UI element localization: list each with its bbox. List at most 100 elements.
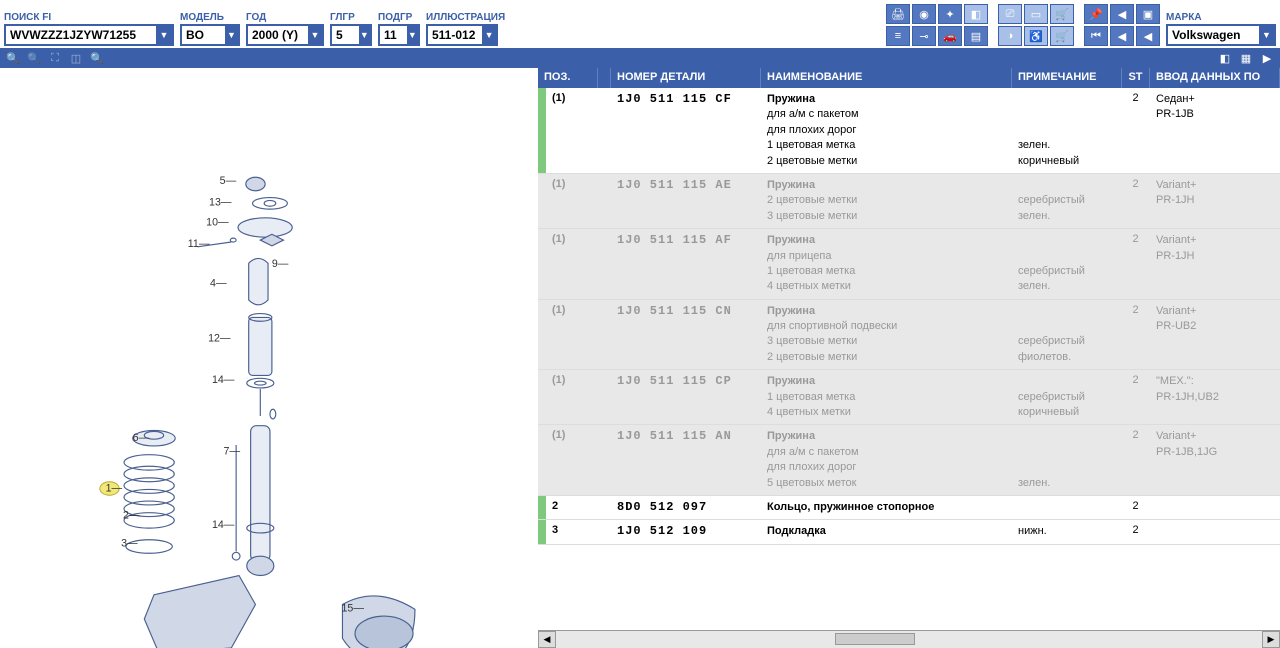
cart-icon[interactable]: 🛒 xyxy=(1050,4,1074,24)
cell-st: 2 xyxy=(1122,174,1150,228)
marka-input[interactable] xyxy=(1168,28,1259,42)
cart2-icon[interactable]: 🛒 xyxy=(1050,26,1074,46)
back-icon[interactable]: ◀ xyxy=(1110,26,1134,46)
wand-icon[interactable]: ✦ xyxy=(938,4,962,24)
cell-st: 2 xyxy=(1122,425,1150,495)
stop-icon[interactable]: ◀ xyxy=(1136,26,1160,46)
table-row[interactable]: (1)1J0 511 115 CFПружинадля а/м с пакето… xyxy=(538,88,1280,174)
tag-icon[interactable]: ◧ xyxy=(964,4,988,24)
header-nomer[interactable]: НОМЕР ДЕТАЛИ xyxy=(611,68,761,88)
svg-text:10—: 10— xyxy=(206,217,229,229)
first-icon[interactable]: ⏮ xyxy=(1084,26,1108,46)
chat-icon[interactable]: ◑ xyxy=(998,26,1022,46)
row-select-bar xyxy=(538,300,546,370)
next-icon[interactable]: ▶ xyxy=(1258,50,1276,66)
wheel-icon[interactable]: ♿ xyxy=(1024,26,1048,46)
podgr-input[interactable] xyxy=(380,28,407,42)
podgr-dropdown[interactable]: ▼ xyxy=(407,26,418,44)
table-row[interactable]: 31J0 512 109Подкладканижн.2 xyxy=(538,520,1280,544)
glgr-input[interactable] xyxy=(332,28,359,42)
search-fi-dropdown[interactable]: ▼ xyxy=(156,26,172,44)
row-select-bar xyxy=(538,229,546,299)
podgr-label: ПОДГР xyxy=(378,12,420,23)
header-input[interactable]: ВВОД ДАННЫХ ПО xyxy=(1150,68,1280,88)
depot-icon[interactable]: ▭ xyxy=(1024,4,1048,24)
table-row[interactable]: (1)1J0 511 115 ANПружинадля а/м с пакето… xyxy=(538,425,1280,496)
table-row[interactable]: 28D0 512 097Кольцо, пружинное стопорное2 xyxy=(538,496,1280,520)
search-icon[interactable]: 🔍 xyxy=(88,50,106,66)
text-icon[interactable]: ▤ xyxy=(964,26,988,46)
cell-poz: (1) xyxy=(546,229,598,299)
row-select-bar xyxy=(538,88,546,173)
svg-text:1—: 1— xyxy=(106,482,123,494)
screen-icon[interactable]: ⎚ xyxy=(998,4,1022,24)
model-input[interactable] xyxy=(182,28,225,42)
scroll-right-arrow[interactable]: ▶ xyxy=(1262,631,1280,648)
horizontal-scrollbar[interactable]: ◀ ▶ xyxy=(538,630,1280,648)
zoom-in-icon[interactable]: 🔍 xyxy=(4,50,22,66)
layout2-icon[interactable]: ▦ xyxy=(1237,50,1255,66)
model-dropdown[interactable]: ▼ xyxy=(225,26,238,44)
zoom-out-icon[interactable]: 🔍 xyxy=(25,50,43,66)
glgr-label: ГЛГР xyxy=(330,12,372,23)
cell-st: 2 xyxy=(1122,496,1150,519)
row-select-bar xyxy=(538,425,546,495)
layout1-icon[interactable]: ◧ xyxy=(1216,50,1234,66)
table-row[interactable]: (1)1J0 511 115 AEПружина2 цветовые метки… xyxy=(538,174,1280,229)
year-dropdown[interactable]: ▼ xyxy=(308,26,322,44)
search-fi-input[interactable] xyxy=(6,28,156,42)
glgr-input-wrap: ▼ xyxy=(330,24,372,46)
glgr-dropdown[interactable]: ▼ xyxy=(359,26,370,44)
table-row[interactable]: (1)1J0 511 115 AFПружинадля прицепа1 цве… xyxy=(538,229,1280,300)
table-row[interactable]: (1)1J0 511 115 CPПружина1 цветовая метка… xyxy=(538,370,1280,425)
table-row[interactable]: (1)1J0 511 115 CNПружинадля спортивной п… xyxy=(538,300,1280,371)
fit-icon[interactable]: ⛶ xyxy=(46,50,64,66)
cell-data: Variant+PR-UB2 xyxy=(1150,300,1280,370)
cell-spacer xyxy=(598,229,611,299)
cell-spacer xyxy=(598,88,611,173)
row-select-bar xyxy=(538,174,546,228)
cell-st: 2 xyxy=(1122,520,1150,543)
pin-icon[interactable]: 📌 xyxy=(1084,4,1108,24)
cell-part-number: 1J0 511 115 AF xyxy=(611,229,761,299)
illustration-dropdown[interactable]: ▼ xyxy=(482,26,496,44)
header-note[interactable]: ПРИМЕЧАНИЕ xyxy=(1012,68,1122,88)
car-icon[interactable]: 🚗 xyxy=(938,26,962,46)
cell-note: серебристыйзелен. xyxy=(1012,229,1122,299)
cell-spacer xyxy=(598,520,611,543)
export-icon[interactable]: ▣ xyxy=(1136,4,1160,24)
key-icon[interactable]: ⊸ xyxy=(912,26,936,46)
select-icon[interactable]: ◫ xyxy=(67,50,85,66)
disc-icon[interactable]: ◉ xyxy=(912,4,936,24)
cell-st: 2 xyxy=(1122,229,1150,299)
cell-part-number: 1J0 511 115 CF xyxy=(611,88,761,173)
marka-dropdown[interactable]: ▼ xyxy=(1259,26,1274,44)
illustration-input[interactable] xyxy=(428,28,482,42)
glgr-group: ГЛГР ▼ xyxy=(330,12,372,46)
cell-name: Пружина2 цветовые метки3 цветовые метки xyxy=(761,174,1012,228)
svg-text:4—: 4— xyxy=(210,277,227,289)
scroll-thumb[interactable] xyxy=(835,633,915,645)
cell-spacer xyxy=(598,174,611,228)
model-group: МОДЕЛЬ ▼ xyxy=(180,12,240,46)
scroll-left-arrow[interactable]: ◀ xyxy=(538,631,556,648)
prev-page-icon[interactable]: ◀ xyxy=(1110,4,1134,24)
cell-poz: (1) xyxy=(546,88,598,173)
header-poz[interactable]: ПОЗ. xyxy=(538,68,598,88)
print-icon[interactable]: 🖨 xyxy=(886,4,910,24)
header-name[interactable]: НАИМЕНОВАНИЕ xyxy=(761,68,1012,88)
cell-name: Пружинадля прицепа1 цветовая метка4 цвет… xyxy=(761,229,1012,299)
search-fi-input-wrap: ▼ xyxy=(4,24,174,46)
diagram-pane[interactable]: 5—13—10—11—9—4—12—14—6—7—1—2—14—3—15— xyxy=(0,68,538,648)
cell-poz: (1) xyxy=(546,370,598,424)
cell-poz: (1) xyxy=(546,425,598,495)
cell-spacer xyxy=(598,300,611,370)
parts-table-body[interactable]: (1)1J0 511 115 CFПружинадля а/м с пакето… xyxy=(538,88,1280,630)
search-fi-group: ПОИСК FI ▼ xyxy=(4,12,174,46)
exploded-diagram: 5—13—10—11—9—4—12—14—6—7—1—2—14—3—15— xyxy=(0,68,538,648)
year-input[interactable] xyxy=(248,28,308,42)
list-icon[interactable]: ≡ xyxy=(886,26,910,46)
cell-st: 2 xyxy=(1122,88,1150,173)
search-fi-label: ПОИСК FI xyxy=(4,12,174,23)
header-st[interactable]: ST xyxy=(1122,68,1150,88)
